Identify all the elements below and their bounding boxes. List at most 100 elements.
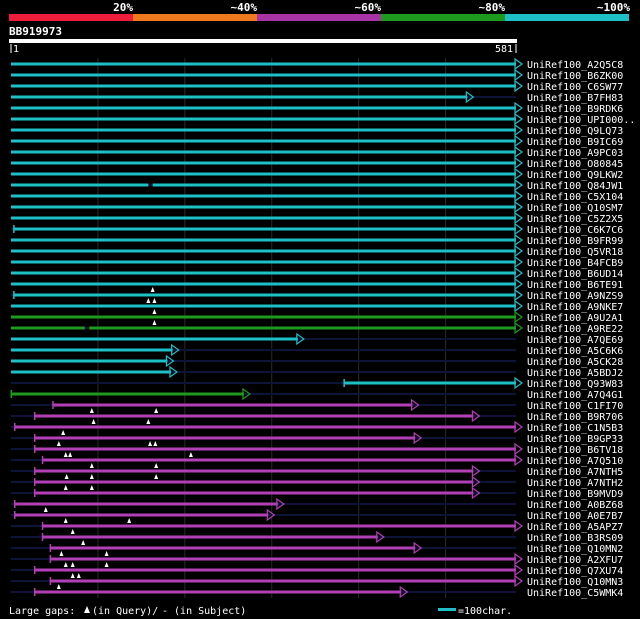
hit-label[interactable]: UniRef100_A5APZ7	[527, 522, 623, 533]
hit-row[interactable]: UniRef100_B9GP33	[11, 430, 623, 445]
hit-label[interactable]: UniRef100_A7NTH2	[527, 478, 623, 489]
hit-label[interactable]: UniRef100_B6ZK00	[527, 71, 623, 82]
hit-label[interactable]: UniRef100_Q93W83	[527, 379, 623, 390]
hit-row[interactable]: UniRef100_Q10SM7	[11, 200, 623, 214]
hit-label[interactable]: UniRef100_A9PC03	[527, 148, 623, 159]
hit-label[interactable]: UniRef100_Q84JW1	[527, 181, 623, 192]
hit-label[interactable]: UniRef100_B9R706	[527, 412, 623, 423]
hit-label[interactable]: UniRef100_A9U2A1	[527, 313, 623, 324]
hit-row[interactable]: UniRef100_Q7XU74	[11, 562, 623, 577]
hit-label[interactable]: UniRef100_B6TV18	[527, 445, 623, 456]
hit-row[interactable]: UniRef100_B9MVD9	[11, 485, 623, 500]
hit-label[interactable]: UniRef100_Q10MN2	[527, 544, 623, 555]
hit-row[interactable]: UniRef100_A0E7B7	[11, 507, 623, 522]
hit-label[interactable]: UniRef100_O80845	[527, 159, 623, 170]
hit-label[interactable]: UniRef100_C6SW77	[527, 82, 623, 93]
hit-row[interactable]: UniRef100_A9NZS9	[11, 287, 623, 302]
hit-row[interactable]: UniRef100_O80845	[11, 156, 623, 170]
hit-row[interactable]: UniRef100_A2Q5C8	[11, 57, 623, 71]
hit-row[interactable]: UniRef100_A9RE22	[11, 320, 623, 335]
hit-label[interactable]: UniRef100_B6UD14	[527, 269, 623, 280]
hit-row[interactable]: UniRef100_A9PC03	[11, 145, 623, 159]
hit-label[interactable]: UniRef100_A9NKE7	[527, 302, 623, 313]
hit-label[interactable]: UniRef100_B6TE91	[527, 280, 623, 291]
hit-row[interactable]: UniRef100_UPI000..	[11, 112, 635, 126]
hit-row[interactable]: UniRef100_B6UD14	[11, 266, 623, 280]
tick-60: ~60%	[355, 1, 382, 14]
hit-label[interactable]: UniRef100_B9MVD9	[527, 489, 623, 500]
hit-row[interactable]: UniRef100_B4FCB9	[11, 255, 623, 269]
hit-label[interactable]: UniRef100_Q10MN3	[527, 577, 623, 588]
hit-row[interactable]: UniRef100_C5X104	[11, 189, 623, 203]
hit-row[interactable]: UniRef100_A7Q510	[11, 452, 623, 467]
hit-label[interactable]: UniRef100_B9IC69	[527, 137, 623, 148]
hit-row[interactable]: UniRef100_C1FI70	[11, 398, 623, 412]
hit-row[interactable]: UniRef100_A5APZ7	[11, 518, 623, 533]
hit-row[interactable]: UniRef100_B7FH83	[11, 90, 623, 104]
hit-row[interactable]: UniRef100_Q93W83	[11, 376, 623, 390]
hit-row[interactable]: UniRef100_A7NTH5	[11, 463, 623, 478]
hit-row[interactable]: UniRef100_A0BZ68	[11, 497, 623, 511]
hit-label[interactable]: UniRef100_C1FI70	[527, 401, 623, 412]
hit-end-arrow-icon	[169, 365, 178, 379]
hit-row[interactable]: UniRef100_Q10MN3	[11, 573, 623, 588]
hit-label[interactable]: UniRef100_C6K7C6	[527, 225, 623, 236]
hit-label[interactable]: UniRef100_A2XFU7	[527, 555, 623, 566]
hit-label[interactable]: UniRef100_A5CK28	[527, 357, 623, 368]
hit-row[interactable]: UniRef100_Q9LQ73	[11, 123, 623, 137]
hit-row[interactable]: UniRef100_A5CK28	[11, 354, 623, 368]
hit-row[interactable]: UniRef100_C5WMK4	[11, 584, 623, 599]
hit-row[interactable]: UniRef100_B9FR99	[11, 233, 623, 247]
hit-row[interactable]: UniRef100_A7Q4G1	[10, 387, 624, 401]
hit-label[interactable]: UniRef100_B4FCB9	[527, 258, 623, 269]
hit-row[interactable]: UniRef100_B9IC69	[11, 134, 623, 148]
hit-label[interactable]: UniRef100_Q7XU74	[527, 566, 623, 577]
hit-label[interactable]: UniRef100_C5X104	[527, 192, 623, 203]
hit-row[interactable]: UniRef100_C6SW77	[11, 79, 623, 93]
hit-label[interactable]: UniRef100_B9FR99	[527, 236, 623, 247]
hit-row[interactable]: UniRef100_B9RDK6	[11, 101, 623, 115]
hit-row[interactable]: UniRef100_C1N5B3	[11, 419, 623, 434]
hit-row[interactable]: UniRef100_C5Z2X5	[11, 211, 623, 225]
hit-label[interactable]: UniRef100_B9GP33	[527, 434, 623, 445]
hit-label[interactable]: UniRef100_A7Q4G1	[527, 390, 623, 401]
hit-row[interactable]: UniRef100_Q10MN2	[11, 540, 623, 555]
hit-label[interactable]: UniRef100_A2Q5C8	[527, 60, 623, 71]
hit-row[interactable]: UniRef100_A2XFU7	[11, 551, 623, 566]
hit-label[interactable]: UniRef100_B9RDK6	[527, 104, 623, 115]
hit-row[interactable]: UniRef100_A5BDJ2	[11, 365, 623, 379]
hit-row[interactable]: UniRef100_A5C6K6	[11, 343, 623, 357]
hit-label[interactable]: UniRef100_A7QE69	[527, 335, 623, 346]
hit-label[interactable]: UniRef100_B3RS09	[527, 533, 623, 544]
hit-label[interactable]: UniRef100_Q5VR18	[527, 247, 623, 258]
hit-label[interactable]: UniRef100_UPI000..	[527, 115, 635, 126]
hit-label[interactable]: UniRef100_Q10SM7	[527, 203, 623, 214]
hit-label[interactable]: UniRef100_A0BZ68	[527, 500, 623, 511]
hit-label[interactable]: UniRef100_A9RE22	[527, 324, 623, 335]
hit-row[interactable]: UniRef100_A9U2A1	[11, 309, 623, 324]
hit-row[interactable]: UniRef100_C6K7C6	[11, 222, 623, 236]
hit-label[interactable]: UniRef100_A5C6K6	[527, 346, 623, 357]
hit-label[interactable]: UniRef100_A0E7B7	[527, 511, 623, 522]
hit-label[interactable]: UniRef100_A7NTH5	[527, 467, 623, 478]
hit-row[interactable]: UniRef100_A7NTH2	[11, 474, 623, 489]
hit-row[interactable]: UniRef100_B3RS09	[11, 529, 623, 544]
hit-row[interactable]: UniRef100_Q84JW1	[11, 178, 623, 192]
hit-row[interactable]: UniRef100_B6TE91	[11, 277, 623, 291]
hit-row[interactable]: UniRef100_A9NKE7	[11, 298, 623, 313]
hit-label[interactable]: UniRef100_C1N5B3	[527, 423, 623, 434]
hit-row[interactable]: UniRef100_B6ZK00	[11, 68, 623, 82]
hit-label[interactable]: UniRef100_C5Z2X5	[527, 214, 623, 225]
hit-label[interactable]: UniRef100_A5BDJ2	[527, 368, 623, 379]
hit-row[interactable]: UniRef100_B6TV18	[11, 441, 623, 456]
hit-row[interactable]: UniRef100_A7QE69	[11, 332, 623, 346]
hit-label[interactable]: UniRef100_C5WMK4	[527, 588, 623, 599]
hit-label[interactable]: UniRef100_Q9LQ73	[527, 126, 623, 137]
hit-row[interactable]: UniRef100_Q9LKW2	[11, 167, 623, 181]
hit-label[interactable]: UniRef100_Q9LKW2	[527, 170, 623, 181]
hit-row[interactable]: UniRef100_Q5VR18	[11, 244, 623, 258]
hit-label[interactable]: UniRef100_B7FH83	[527, 93, 623, 104]
hit-label[interactable]: UniRef100_A9NZS9	[527, 291, 623, 302]
hit-row[interactable]: UniRef100_B9R706	[11, 408, 623, 423]
hit-label[interactable]: UniRef100_A7Q510	[527, 456, 623, 467]
